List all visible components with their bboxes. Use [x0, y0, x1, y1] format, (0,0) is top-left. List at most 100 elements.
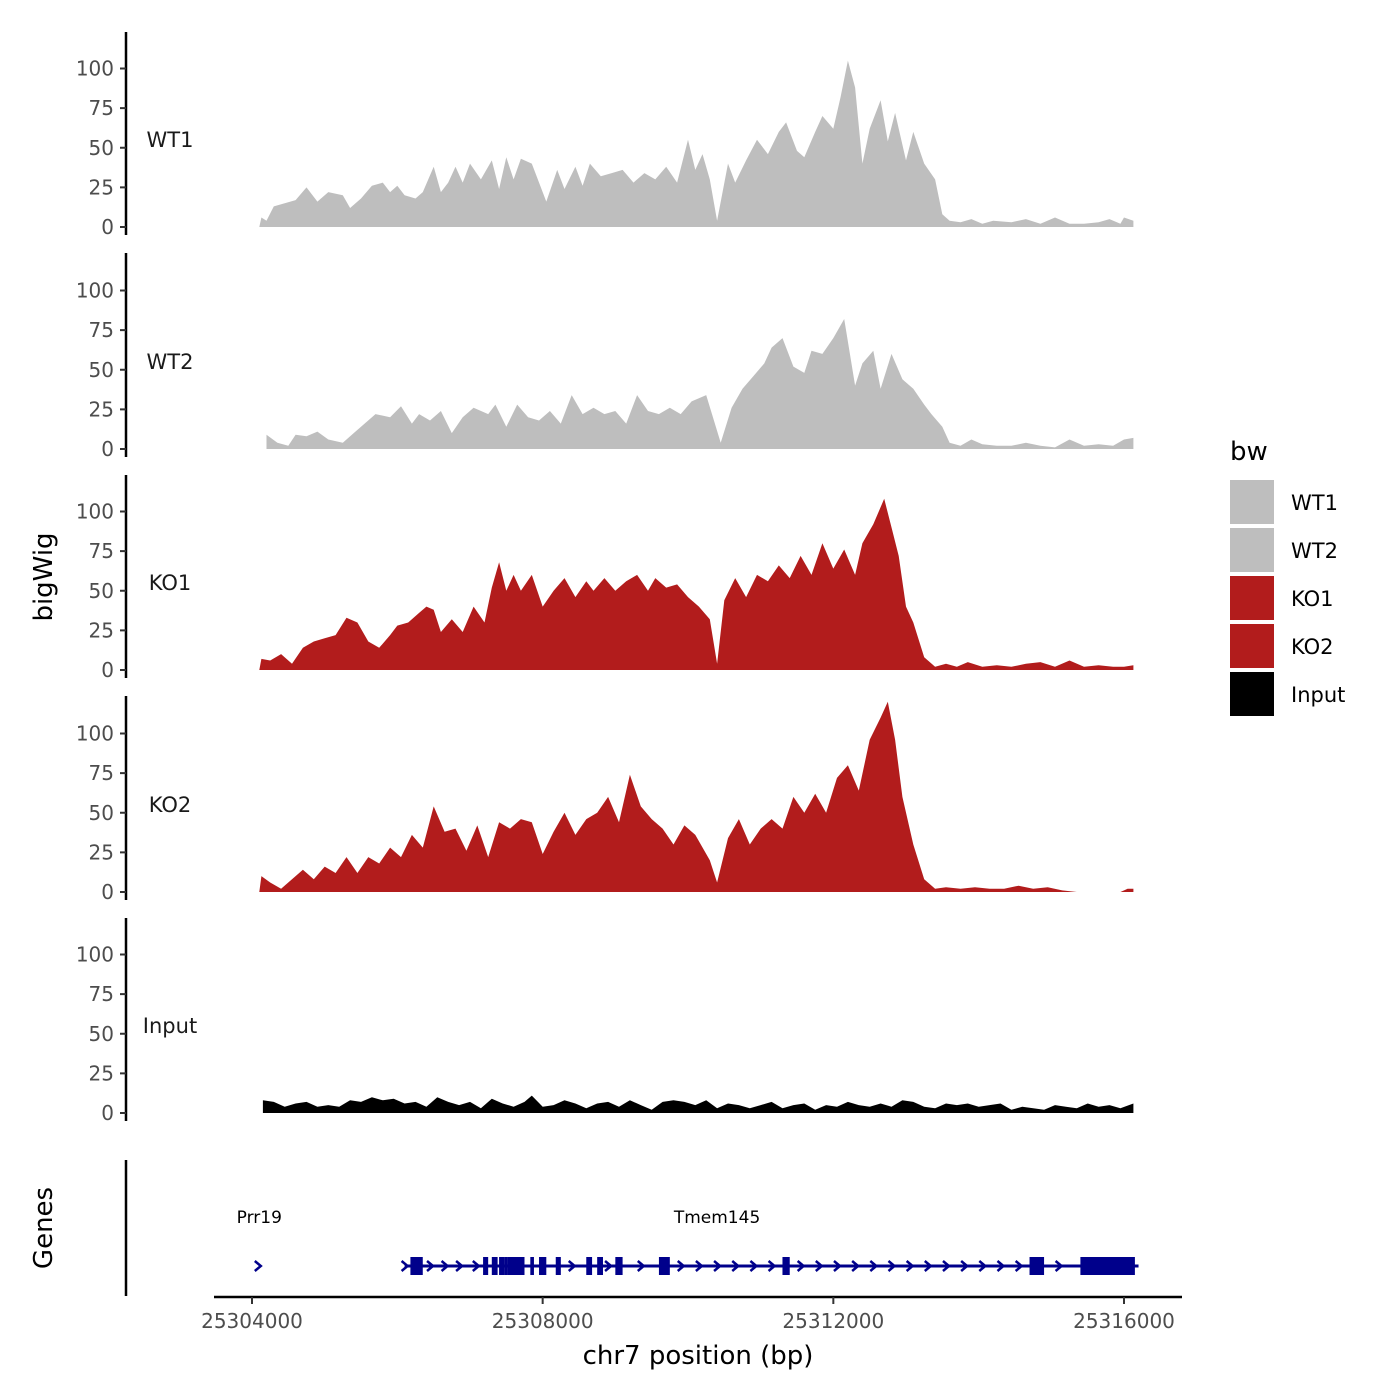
legend-swatch: [1230, 480, 1274, 524]
legend-swatch: [1230, 624, 1274, 668]
gene-exon: [782, 1257, 790, 1275]
y-tick-label: 25: [89, 1061, 114, 1085]
legend-label: KO2: [1291, 635, 1334, 659]
gene-exon: [1029, 1257, 1045, 1275]
gene-exon: [507, 1257, 525, 1275]
coverage-tracks: 0255075100WT10255075100WT20255075100KO10…: [76, 32, 1134, 1125]
y-tick-label: 50: [89, 1022, 114, 1046]
y-tick-label: 0: [101, 215, 114, 239]
strand-arrow-icon: [254, 1260, 263, 1272]
legend-swatch: [1230, 576, 1274, 620]
strand-arrow-icon: [440, 1260, 450, 1272]
x-tick-label: 25304000: [201, 1309, 303, 1333]
y-tick-label: 25: [89, 397, 114, 421]
y-tick-label: 100: [76, 943, 114, 967]
y-tick-label: 0: [101, 437, 114, 461]
strand-arrow-icon: [1014, 1260, 1024, 1272]
strand-arrow-icon: [426, 1260, 435, 1272]
legend-title: bw: [1230, 437, 1268, 467]
y-tick-label: 50: [89, 579, 114, 603]
x-tick-label: 25308000: [492, 1309, 594, 1333]
track-ko2: 0 25 50 75 100 KO2: [76, 696, 1134, 904]
y-tick-label: 75: [89, 318, 114, 342]
legend-entry-ko2: KO2: [1230, 624, 1334, 668]
x-tick-label: 25316000: [1073, 1309, 1175, 1333]
x-axis-title: chr7 position (bp): [583, 1341, 814, 1371]
gene-exon: [597, 1257, 603, 1275]
y-tick-label: 75: [89, 761, 114, 785]
coverage-area-wt2: [266, 319, 1134, 449]
strand-arrow-icon: [731, 1260, 741, 1272]
y-tick-label: 100: [76, 500, 114, 524]
y-tick-label: 75: [89, 982, 114, 1006]
track-label: WT2: [147, 350, 194, 374]
coverage-area-ko2: [259, 701, 1134, 892]
y-tick-label: 25: [89, 618, 114, 642]
strand-arrow-icon: [455, 1260, 465, 1272]
legend-entry-input: Input: [1230, 672, 1345, 716]
gene-exon: [658, 1257, 670, 1275]
legend-swatch: [1230, 528, 1274, 572]
y-tick-label: 25: [89, 840, 114, 864]
strand-arrow-icon: [960, 1260, 970, 1272]
track-ko1: 0 25 50 75 100 KO1: [76, 475, 1134, 682]
y-tick-label: 0: [101, 880, 114, 904]
y-tick-label: 100: [76, 279, 114, 303]
strand-arrow-icon: [676, 1260, 686, 1272]
legend-label: WT2: [1291, 539, 1338, 563]
gene-track: Prr19 Tmem145: [124, 1160, 1139, 1296]
gene-exon: [491, 1257, 498, 1275]
legend: bw WT1 WT2 KO1 KO2 Input: [1230, 437, 1345, 716]
gene-exon: [615, 1257, 623, 1275]
strand-arrow-icon: [400, 1260, 410, 1272]
x-axis: 25304000 25308000 25312000 25316000: [201, 1295, 1182, 1333]
strand-arrow-icon: [767, 1260, 777, 1272]
gene-exon: [504, 1257, 508, 1275]
coverage-area-wt1: [259, 60, 1134, 227]
strand-arrow-icon: [996, 1260, 1006, 1272]
strand-arrow-icon: [695, 1260, 704, 1272]
gene-label: Tmem145: [673, 1208, 760, 1228]
strand-arrow-icon: [796, 1260, 806, 1272]
y-axis-title: bigWig: [29, 532, 59, 621]
y-tick-label: 100: [76, 722, 114, 746]
gene-exon: [539, 1257, 547, 1275]
coverage-area-ko1: [259, 498, 1134, 670]
gene-exon: [499, 1257, 505, 1275]
y-tick-label: 100: [76, 57, 114, 81]
legend-entry-ko1: KO1: [1230, 576, 1334, 620]
strand-arrow-icon: [567, 1260, 577, 1272]
gene-exon: [410, 1257, 423, 1275]
strand-arrow-icon: [905, 1260, 915, 1272]
strand-arrow-icon: [833, 1260, 842, 1272]
strand-arrow-icon: [814, 1260, 824, 1272]
gene-exon: [1080, 1257, 1135, 1275]
coverage-area-input: [262, 1095, 1134, 1113]
x-tick-label: 25312000: [782, 1309, 884, 1333]
legend-label: Input: [1291, 683, 1345, 707]
gene-exon: [483, 1257, 489, 1275]
strand-arrow-icon: [978, 1260, 988, 1272]
legend-entry-wt2: WT2: [1230, 528, 1338, 572]
legend-label: KO1: [1291, 587, 1334, 611]
gene-exon: [586, 1257, 593, 1275]
strand-arrow-icon: [636, 1260, 646, 1272]
strand-arrow-icon: [713, 1260, 723, 1272]
strand-arrow-icon: [472, 1260, 481, 1272]
legend-swatch: [1230, 672, 1274, 716]
legend-label: WT1: [1291, 491, 1338, 515]
y-tick-label: 0: [101, 658, 114, 682]
y-tick-label: 25: [89, 175, 114, 199]
gene-label: Prr19: [237, 1208, 282, 1228]
track-wt2: 0 25 50 75 100 WT2: [76, 253, 1134, 461]
gene-track-title: Genes: [29, 1187, 59, 1269]
y-tick-label: 75: [89, 539, 114, 563]
strand-arrow-icon: [604, 1260, 614, 1272]
y-tick-label: 0: [101, 1101, 114, 1125]
track-label: KO2: [149, 793, 192, 817]
strand-arrow-icon: [942, 1260, 951, 1272]
y-tick-label: 50: [89, 136, 114, 160]
y-tick-label: 50: [89, 358, 114, 382]
y-tick-label: 75: [89, 96, 114, 120]
